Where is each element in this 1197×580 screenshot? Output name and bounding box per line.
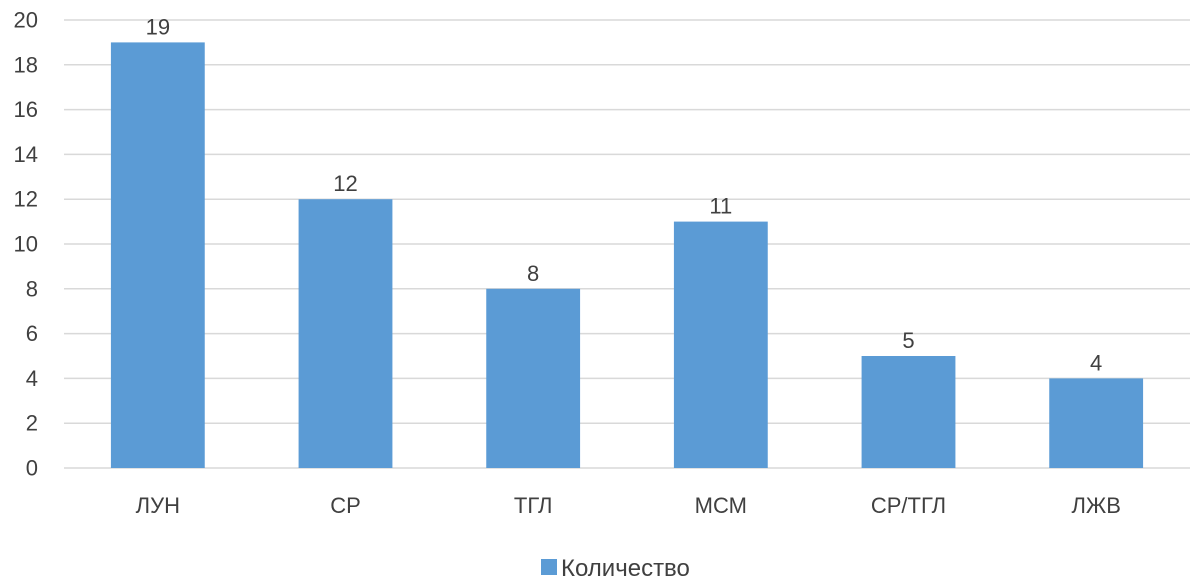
bar [1049,378,1144,468]
bar-value-label: 4 [1090,350,1102,375]
bar-value-label: 11 [709,194,732,219]
y-tick-label: 10 [14,232,38,257]
data-labels: 19 12 8 11 5 4 [146,14,1103,375]
bar [486,288,581,468]
y-tick-label: 2 [26,411,38,436]
x-category-label: ТГЛ [514,493,553,518]
x-category-label: ЛУН [136,493,180,518]
x-axis-categories: ЛУН СР ТГЛ МСМ СР/ТГЛ ЛЖВ [136,493,1121,518]
bar [861,356,956,468]
bar [298,199,393,468]
y-tick-label: 16 [14,97,38,122]
legend-label: Количество [561,555,690,580]
x-category-label: СР/ТГЛ [871,493,946,518]
x-category-label: МСМ [695,493,747,518]
y-tick-label: 0 [26,456,38,481]
y-axis-ticks: 0 2 4 6 8 10 12 14 16 18 20 [14,8,38,481]
gridlines [64,19,1190,469]
bar [673,221,768,468]
y-tick-label: 20 [14,8,38,33]
y-tick-label: 18 [14,52,38,77]
x-category-label: СР [330,493,361,518]
y-tick-label: 8 [26,276,38,301]
y-tick-label: 4 [26,366,38,391]
y-tick-label: 6 [26,321,38,346]
x-category-label: ЛЖВ [1071,493,1120,518]
y-tick-label: 12 [14,187,38,212]
legend: Количество [541,555,690,580]
bar [110,42,205,469]
bar-value-label: 8 [527,261,539,286]
y-tick-label: 14 [14,142,38,167]
bar-value-label: 5 [902,328,914,353]
legend-swatch [541,559,557,575]
bar-value-label: 12 [333,171,357,196]
bar-value-label: 19 [146,14,170,39]
bars [110,42,1144,469]
